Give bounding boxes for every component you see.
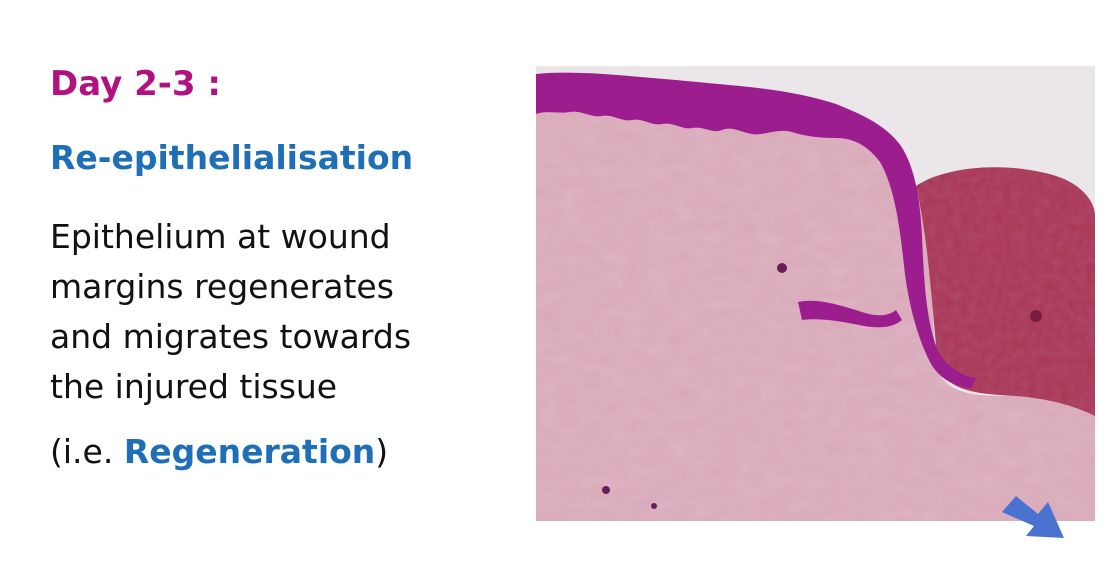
body-line: Epithelium at wound bbox=[50, 217, 391, 256]
note-close: ) bbox=[375, 432, 389, 471]
note-line: (i.e. Regeneration) bbox=[50, 432, 388, 471]
arrow-down-right-icon bbox=[1002, 496, 1064, 538]
body-text: Epithelium at wound margins regenerates … bbox=[50, 212, 411, 412]
epithelial-tongue bbox=[798, 300, 902, 328]
epithelium-band bbox=[536, 72, 976, 388]
note-open: (i.e. bbox=[50, 432, 124, 471]
body-line: the injured tissue bbox=[50, 367, 338, 406]
slide-heading: Day 2-3 : bbox=[50, 64, 221, 104]
note-highlight: Regeneration bbox=[123, 432, 376, 471]
body-line: margins regenerates bbox=[50, 267, 394, 306]
histology-micrograph bbox=[536, 66, 1095, 521]
slide-subheading: Re-epithelialisation bbox=[50, 138, 414, 177]
body-line: and migrates towards bbox=[50, 317, 412, 356]
